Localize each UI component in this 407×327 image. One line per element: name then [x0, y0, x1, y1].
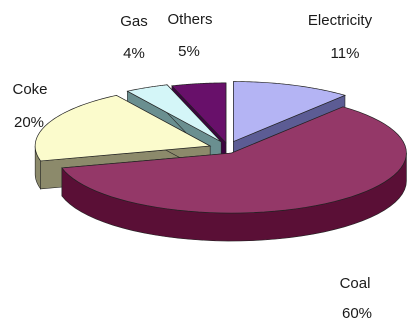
slice-name-label-others: Others [167, 11, 212, 28]
slice-value-label-coal: 60% [342, 305, 372, 322]
slice-value-label-coke: 20% [14, 114, 44, 131]
slice-value-label-gas: 4% [123, 45, 145, 62]
slices-layer [34, 81, 407, 242]
pie-slice-top-others [171, 82, 227, 144]
slice-name-label-coke: Coke [12, 81, 47, 98]
slice-value-label-electricity: 11% [331, 45, 360, 62]
pie-slice-top-gas [126, 84, 222, 143]
slice-name-label-gas: Gas [120, 13, 148, 30]
pie-slice-top-coal [61, 106, 407, 214]
slice-name-label-electricity: Electricity [308, 12, 373, 29]
pie-slice-coal [61, 106, 407, 242]
labels-layer: Electricity 11% Others 5% Gas 4% Coke 20… [12, 11, 372, 322]
slice-name-label-coal: Coal [340, 275, 371, 292]
slice-value-label-others: 5% [178, 43, 200, 60]
pie-slice-top-electricity [233, 81, 347, 143]
pie-slice-top-coke [34, 94, 212, 162]
